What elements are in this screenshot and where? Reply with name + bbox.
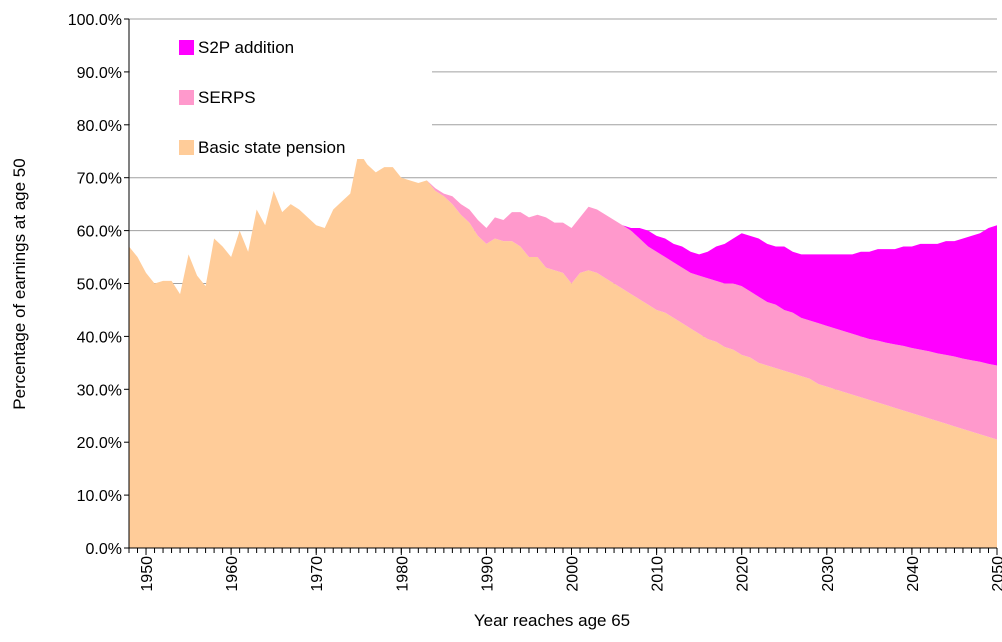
y-tick-label: 0.0% (86, 541, 122, 558)
y-tick-label: 90.0% (77, 65, 122, 82)
x-tick-label: 2040 (905, 556, 922, 592)
y-tick-label: 70.0% (77, 171, 122, 188)
x-tick-label: 1970 (309, 556, 326, 592)
x-tick-label: 2000 (565, 556, 582, 592)
x-tick-label: 1980 (394, 556, 411, 592)
area (129, 151, 997, 548)
y-tick-label: 20.0% (77, 435, 122, 452)
legend-swatch (179, 140, 194, 155)
legend-label: S2P addition (198, 38, 294, 57)
x-tick-label: 2050 (990, 556, 1002, 592)
x-tick-label: 1960 (224, 556, 241, 592)
x-tick-label: 2030 (820, 556, 837, 592)
y-axis-label: Percentage of earnings at age 50 (10, 158, 29, 409)
legend-label: SERPS (198, 88, 256, 107)
area (129, 151, 997, 440)
y-tick-label: 40.0% (77, 329, 122, 346)
y-tick-label: 80.0% (77, 118, 122, 135)
y-tick-label: 60.0% (77, 224, 122, 241)
area (129, 151, 997, 366)
y-tick-label: 10.0% (77, 488, 122, 505)
legend-swatch (179, 90, 194, 105)
x-tick-label: 1950 (139, 556, 156, 592)
y-tick-label: 50.0% (77, 277, 122, 294)
legend-swatch (179, 40, 194, 55)
x-tick-label: 1990 (479, 556, 496, 592)
y-tick-label: 30.0% (77, 382, 122, 399)
y-tick-label: 100.0% (68, 12, 122, 29)
x-tick-label: 2020 (735, 556, 752, 592)
x-tick-label: 2010 (650, 556, 667, 592)
x-axis-label: Year reaches age 65 (474, 611, 630, 630)
legend-label: Basic state pension (198, 138, 345, 157)
